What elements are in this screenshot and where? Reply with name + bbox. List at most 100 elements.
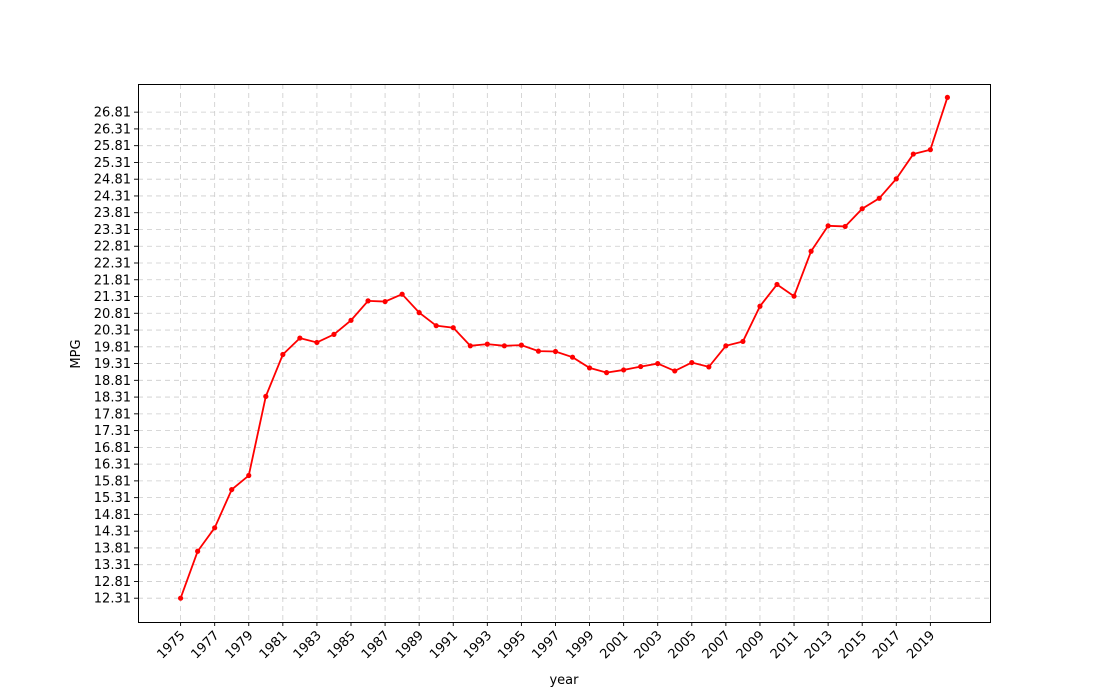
data-point [501,343,507,349]
y-tick-label: 16.81 [94,441,131,456]
y-tick-label: 24.81 [94,173,131,188]
data-point [263,393,269,400]
data-point [723,343,729,349]
x-tick-label: 1999 [563,628,597,662]
x-tick-label: 1981 [257,628,291,662]
x-tick-label: 1995 [495,628,529,662]
data-point [638,363,644,370]
y-tick-label: 15.31 [94,491,131,506]
data-point [365,298,371,304]
x-tick-label: 1989 [393,628,427,662]
y-tick-label: 17.81 [94,407,131,422]
y-tick-label: 19.31 [94,357,131,372]
data-point [467,343,473,349]
data-point [416,310,422,316]
data-point [876,195,882,201]
data-point [382,298,388,305]
x-tick-label: 1975 [154,628,188,662]
data-point [348,317,354,323]
plot-area-frame [138,84,991,623]
x-tick-label: 1983 [291,628,325,662]
data-point [178,595,184,601]
x-tick-label: 2007 [700,628,734,662]
data-point [280,351,286,358]
x-tick-label: 1991 [427,628,461,662]
data-point [195,548,201,554]
x-tick-label: 2009 [734,628,768,662]
data-point [229,486,235,493]
data-point [399,291,405,297]
data-point [927,147,933,153]
x-tick-label: 1997 [529,628,563,662]
data-point [672,368,678,374]
y-tick-label: 22.81 [94,240,131,255]
data-point [518,342,525,348]
data-point [706,364,712,370]
x-tick-label: 2005 [666,628,700,662]
y-tick-label: 26.31 [94,122,131,137]
data-point [621,367,627,373]
data-point [552,348,559,355]
data-point [586,365,593,371]
y-tick-label: 18.31 [94,391,131,406]
y-tick-label: 12.81 [94,575,131,590]
y-tick-label: 13.31 [94,558,131,573]
data-point [791,293,797,299]
data-point [569,354,576,360]
x-tick-label: 2003 [632,628,666,662]
y-tick-label: 12.31 [94,592,131,607]
data-point [535,348,542,354]
data-point [450,325,456,331]
data-point [774,281,780,288]
y-axis-title: MPG [69,339,84,368]
y-tick-label: 20.81 [94,307,131,322]
mpg-series-line [179,97,949,599]
data-point [757,303,763,309]
y-tick-label: 13.81 [94,541,131,556]
y-tick-label: 21.31 [94,290,131,305]
x-tick-label: 2019 [904,628,938,662]
y-tick-label: 14.31 [94,525,131,540]
x-tick-label: 2017 [870,628,904,662]
data-point [944,94,951,101]
data-point [689,359,695,366]
y-tick-label: 18.81 [94,374,131,389]
x-tick-label: 2015 [836,628,870,662]
y-tick-label: 24.31 [94,189,131,204]
data-point [808,248,814,254]
data-point [212,525,218,531]
y-tick-label: 26.81 [94,106,131,121]
y-tick-label: 15.81 [94,474,131,489]
y-tick-label: 23.31 [94,223,131,238]
axis-ticks: 1975 1977 1979 1981 1983 1985 1987 1989 1991 1993… [94,106,938,663]
y-tick-label: 22.31 [94,256,131,271]
data-point [246,472,252,479]
y-tick-label: 20.31 [94,324,131,339]
x-tick-label: 2013 [802,628,836,662]
y-tick-label: 21.81 [94,273,131,288]
y-tick-label: 25.31 [94,156,131,171]
y-tick-label: 16.31 [94,458,131,473]
data-point [433,323,439,329]
data-point [655,360,661,367]
data-point [893,176,899,182]
x-tick-label: 2001 [597,628,631,662]
data-point [331,331,337,337]
data-point [859,206,865,212]
data-point [314,339,320,346]
x-axis-title: year [549,673,579,688]
data-point [604,370,610,376]
x-tick-label: 1987 [359,628,393,662]
x-tick-label: 1993 [461,628,495,662]
y-tick-label: 23.81 [94,206,131,221]
mpg-series-markers [178,94,951,601]
data-point [297,335,303,341]
x-tick-label: 1985 [325,628,359,662]
x-tick-label: 2011 [768,628,802,662]
y-tick-label: 17.31 [94,424,131,439]
data-point [910,151,916,157]
data-point [484,341,490,347]
data-point [825,223,831,229]
grid-lines [138,84,990,622]
